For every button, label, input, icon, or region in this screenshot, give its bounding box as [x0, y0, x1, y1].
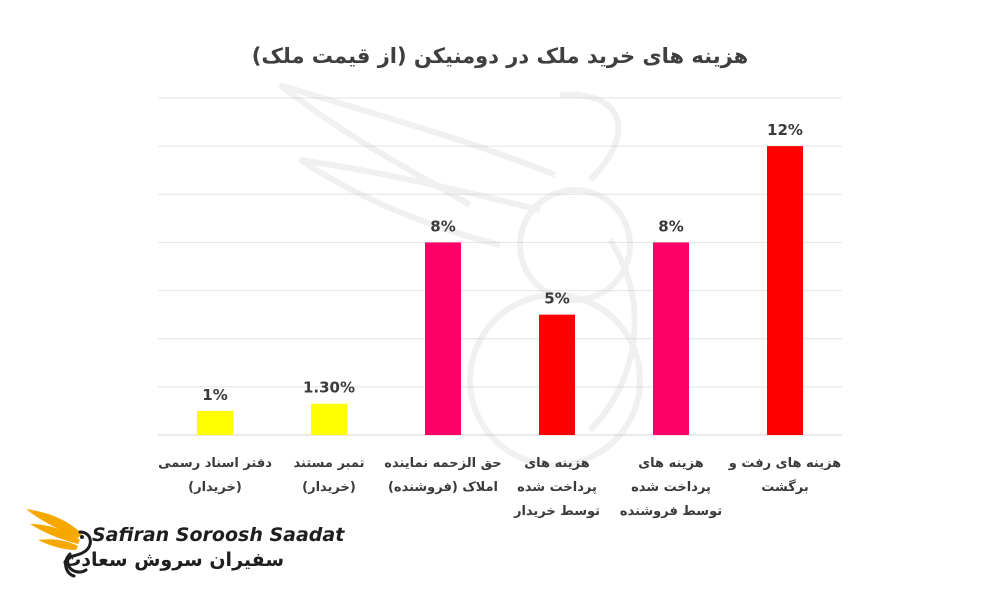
category-label: هزینه های رفت و	[728, 456, 841, 471]
wing-feather	[38, 539, 78, 550]
brand-name-persian: سفیران سروش سعادت	[62, 549, 284, 571]
category-label: املاک (فروشنده)	[388, 480, 498, 495]
category-label: هزینه های	[638, 456, 704, 471]
bars	[197, 146, 803, 435]
data-labels: 1% 1.30% 8% 5% 8% 12%	[202, 121, 803, 404]
category-label: دفتر اسناد رسمی	[158, 456, 272, 471]
category-label: (خریدار)	[188, 480, 242, 495]
bar	[425, 242, 461, 435]
bar	[197, 410, 233, 435]
bar	[653, 242, 689, 435]
wing-feather	[26, 509, 82, 538]
swan-logo-icon	[26, 509, 92, 578]
category-label: پرداخت شده	[517, 480, 597, 495]
gridlines	[158, 97, 842, 436]
data-label: 8%	[430, 217, 455, 235]
wing-feather	[30, 524, 80, 544]
category-label: هزینه های	[524, 456, 590, 471]
category-label: برگشت	[761, 479, 809, 495]
brand-name-latin: Safiran Soroosh Saadat	[92, 524, 345, 546]
bar	[767, 146, 803, 435]
category-label: تمبر مستند	[294, 456, 365, 471]
chart-title: هزینه های خرید ملک در دومنیکن (از قیمت م…	[251, 44, 749, 68]
bar	[311, 403, 347, 435]
category-labels: دفتر اسناد رسمی (خریدار) تمبر مستند (خریدار…	[158, 456, 841, 519]
data-label: 12%	[767, 121, 803, 139]
data-label: 8%	[658, 217, 683, 235]
brand-logo: Safiran Soroosh Saadat سفیران سروش سعادت	[22, 494, 344, 584]
data-label: 1.30%	[303, 379, 355, 397]
category-label: توسط فروشنده	[620, 504, 722, 519]
bar	[539, 314, 575, 435]
data-label: 1%	[202, 386, 227, 404]
category-label: حق الزحمه نماینده	[384, 456, 501, 471]
watermark-logo	[278, 82, 643, 468]
category-label: توسط خریدار	[513, 504, 600, 519]
category-label: (خریدار)	[302, 480, 356, 495]
category-label: پرداخت شده	[631, 480, 711, 495]
data-label: 5%	[544, 290, 569, 308]
